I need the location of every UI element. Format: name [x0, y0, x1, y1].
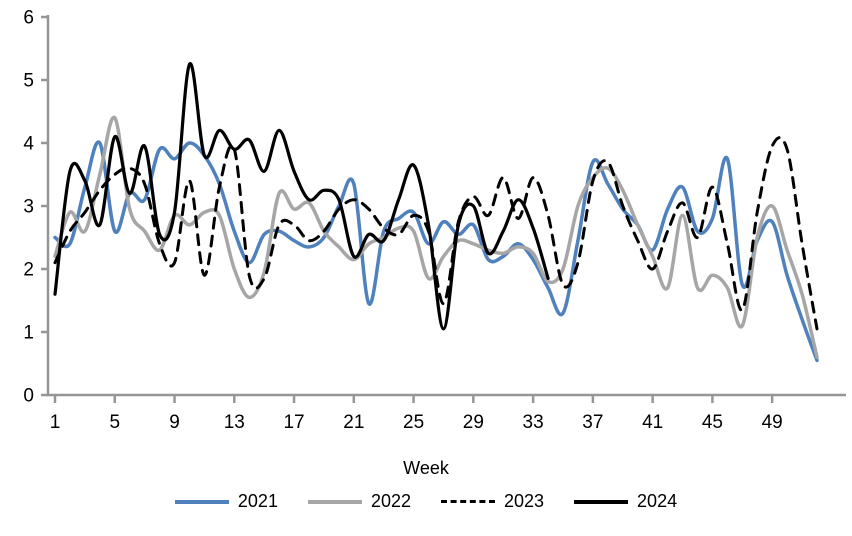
x-tick-label: 17: [283, 412, 304, 433]
legend-label-2023: 2023: [504, 491, 545, 511]
x-tick-label: 5: [109, 412, 120, 433]
x-tick-label: 49: [762, 412, 783, 433]
x-axis-title: Week: [403, 458, 449, 478]
x-tick-label: 13: [224, 412, 245, 433]
x-tick-label: 45: [702, 412, 723, 433]
series-line-2021: [53, 140, 819, 363]
legend-item-2023: 2023: [441, 491, 544, 512]
legend-swatch-2024: [574, 499, 629, 504]
legend-swatch-2021: [174, 499, 229, 504]
x-tick-label: 29: [463, 412, 484, 433]
y-tick-label: 0: [23, 386, 34, 407]
legend-item-2024: 2024: [574, 491, 677, 512]
legend-label-2021: 2021: [237, 491, 278, 511]
y-tick-label: 5: [23, 71, 34, 92]
series-line-2024: [53, 62, 550, 331]
y-tick-label: 6: [23, 8, 34, 29]
legend-swatch-2022: [307, 499, 362, 504]
legend-label-2024: 2024: [637, 491, 678, 511]
x-tick-label: 25: [403, 412, 424, 433]
legend: 2021 2022 2023 2024: [0, 491, 852, 512]
y-tick-label: 4: [23, 134, 34, 155]
x-tick-label: 33: [523, 412, 544, 433]
x-tick-label: 41: [642, 412, 663, 433]
legend-item-2021: 2021: [174, 491, 278, 512]
x-tick-label: 21: [343, 412, 364, 433]
x-tick-label: 37: [582, 412, 603, 433]
y-tick-label: 2: [23, 260, 34, 281]
x-tick-label: 9: [169, 412, 180, 433]
y-tick-label: 1: [23, 323, 34, 344]
legend-swatch-2023: [441, 500, 495, 503]
y-tick-label: 3: [23, 197, 34, 218]
series-line-2023: [53, 136, 819, 331]
series-line-2022: [53, 115, 819, 359]
x-tick-label: 1: [50, 412, 61, 433]
legend-label-2022: 2022: [370, 491, 411, 511]
legend-item-2022: 2022: [307, 491, 411, 512]
